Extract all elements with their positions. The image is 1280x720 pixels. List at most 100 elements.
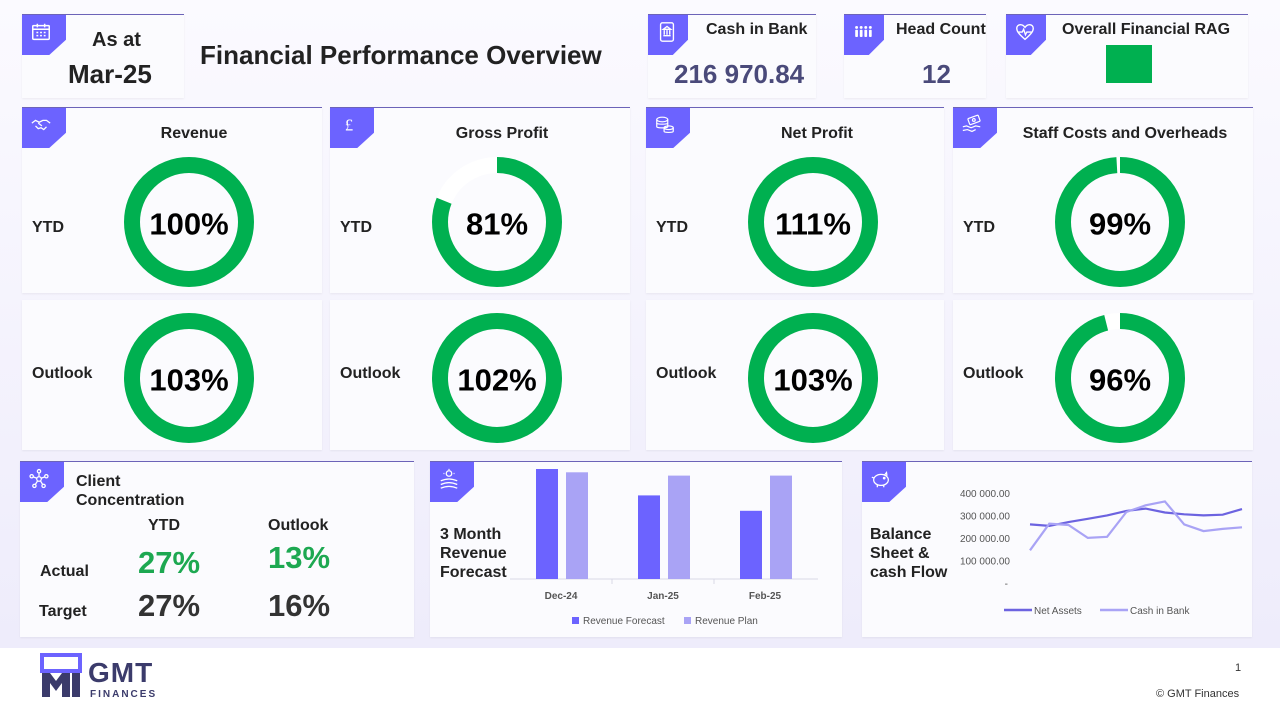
cash-in-bank-value: 216 970.84 (674, 59, 805, 89)
calendar-badge (22, 15, 66, 55)
rag-indicator (1106, 45, 1152, 83)
donut-percentage: 99% (1089, 207, 1151, 242)
balance-sheet-chart: 400 000.00 300 000.00 200 000.00 100 000.00… (960, 489, 1243, 617)
line-net-assets (1029, 507, 1243, 528)
donut-arc (124, 157, 254, 287)
cc-target-outlook: 16% (268, 588, 331, 623)
coins-icon (656, 116, 674, 134)
outlook-label: Outlook (963, 365, 1024, 382)
revenue-forecast-chart: Dec-24 Jan-25 Feb-25 Revenue Forecast Revenu… (510, 469, 818, 627)
handshake-icon (31, 119, 51, 131)
legend-label: Net Assets (1034, 606, 1082, 617)
staff-costs-and-overheads-ytd-card: Staff Costs and Overheads YTD 99% (953, 107, 1253, 293)
legend-swatch (684, 617, 691, 624)
gmt-logo: GMT FINANCES (38, 651, 178, 701)
staff-costs-and-overheads-outlook-donut: 96% (1055, 313, 1185, 443)
net-profit-badge (646, 108, 690, 148)
y-tick-label: 300 000.00 (960, 512, 1010, 523)
ytd-label: YTD (963, 219, 995, 236)
gross-profit-title: Gross Profit (455, 125, 549, 142)
bar-revenue-forecast-jan-25 (638, 495, 660, 579)
people-badge (844, 15, 884, 55)
as-at-date: Mar-25 (68, 59, 152, 89)
bank-icon (659, 22, 675, 42)
donut-arc (124, 313, 254, 443)
net-profit-outlook-card: Outlook 103% (646, 300, 944, 450)
donut-percentage: 100% (149, 207, 228, 242)
outlook-label: Outlook (340, 365, 401, 382)
ytd-label: YTD (32, 219, 64, 236)
bar-revenue-plan-dec-24 (566, 472, 588, 579)
staff-costs-and-overheads-ytd-donut: 99% (1055, 157, 1185, 287)
y-tick-label: 100 000.00 (960, 557, 1010, 568)
heart-badge (1006, 15, 1046, 55)
staff-costs-and-overheads-title: Staff Costs and Overheads (1022, 125, 1228, 142)
hand-money-icon (962, 114, 981, 133)
donut-arc (748, 313, 878, 443)
donut-percentage: 103% (149, 363, 228, 398)
revenue-forecast-title: 3 Month Revenue Forecast (440, 526, 507, 581)
legend-label: Revenue Plan (695, 616, 758, 627)
growth-badge (430, 462, 474, 502)
rag-label: Overall Financial RAG (1062, 21, 1231, 38)
head-count-value: 12 (922, 59, 951, 89)
staff-costs-and-overheads-outlook-card: Outlook 96% (953, 300, 1253, 450)
revenue-outlook-card: Outlook 103% (22, 300, 322, 450)
net-profit-ytd-donut: 111% (748, 157, 878, 287)
donut-percentage: 102% (457, 363, 536, 398)
cc-target-label: Target (39, 603, 87, 620)
logo-text: GMT (88, 657, 154, 688)
gross-profit-outlook-card: Outlook 102% (330, 300, 630, 450)
client-concentration-card: Client Concentration YTD Outlook Actual … (20, 461, 414, 637)
y-tick-label: 200 000.00 (960, 534, 1010, 545)
donut-arc (1055, 157, 1185, 287)
revenue-ytd-donut: 100% (124, 157, 254, 287)
y-tick-label: - (1005, 579, 1008, 590)
cc-actual-ytd: 27% (138, 545, 201, 580)
legend-label: Revenue Forecast (583, 616, 665, 627)
balance-sheet-card: Balance Sheet & cash Flow 400 000.00 300 … (862, 461, 1252, 637)
donut-arc (432, 313, 562, 443)
bar-revenue-plan-jan-25 (668, 475, 690, 579)
heart-pulse-icon (1016, 23, 1034, 41)
cash-in-bank-label: Cash in Bank (706, 21, 808, 38)
piggy-badge (862, 462, 906, 502)
head-count-card: Head Count 12 (844, 14, 986, 98)
revenue-outlook-donut: 103% (124, 313, 254, 443)
revenue-forecast-card: 3 Month Revenue Forecast Dec-24 Jan-25 Feb… (430, 461, 842, 637)
page-title: Financial Performance Overview (200, 40, 602, 70)
donut-percentage: 111% (775, 207, 851, 242)
client-concentration-title: Client Concentration (76, 473, 185, 509)
balance-sheet-title: Balance Sheet & cash Flow (870, 526, 948, 581)
ytd-label: YTD (656, 219, 688, 236)
donut-percentage: 96% (1089, 363, 1151, 398)
revenue-badge (22, 108, 66, 148)
svg-text:£: £ (345, 116, 353, 135)
piggy-bank-icon (871, 471, 889, 488)
y-tick-label: 400 000.00 (960, 489, 1010, 500)
donut-percentage: 81% (466, 207, 528, 242)
donut-arc (748, 157, 878, 287)
calendar-icon (32, 23, 50, 41)
as-at-label: As at (92, 29, 141, 51)
head-count-label: Head Count (896, 21, 986, 38)
donut-arc (432, 157, 562, 287)
bar-revenue-forecast-feb-25 (740, 510, 762, 579)
x-tick-label: Feb-25 (749, 591, 782, 602)
people-icon (855, 25, 872, 38)
cc-target-ytd: 27% (138, 588, 201, 623)
gross-profit-badge: £ (330, 108, 374, 148)
net-profit-outlook-donut: 103% (748, 313, 878, 443)
bar-revenue-plan-feb-25 (770, 475, 792, 579)
rag-card: Overall Financial RAG (1006, 14, 1248, 98)
outlook-label: Outlook (656, 365, 717, 382)
page-number: 1 (1235, 662, 1242, 674)
cc-ytd-header: YTD (148, 517, 180, 534)
logo-subtext: FINANCES (90, 689, 158, 700)
pound-icon: £ (345, 116, 353, 135)
outlook-label: Outlook (32, 365, 93, 382)
network-icon (29, 468, 49, 489)
staff-costs-and-overheads-badge (953, 108, 997, 148)
plant-growth-icon (440, 468, 458, 489)
gross-profit-ytd-donut: 81% (432, 157, 562, 287)
